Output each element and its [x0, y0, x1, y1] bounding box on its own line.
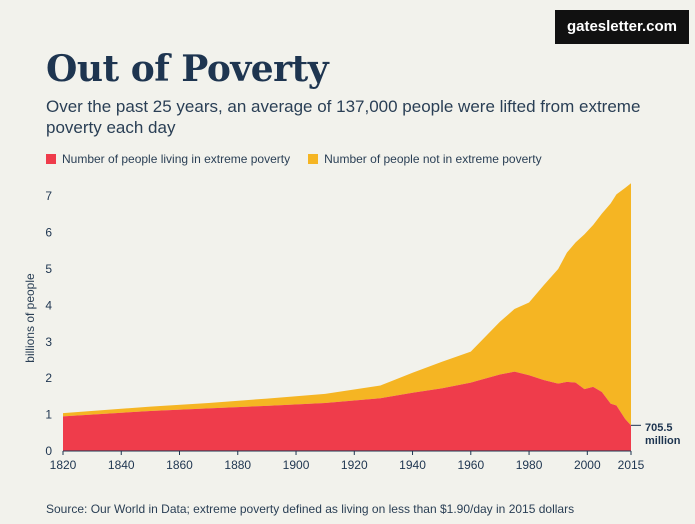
legend-swatch-poverty	[46, 154, 56, 164]
plot-area: 0 1 2 3 4 5 6 7 1820 1840 1860 1880 1900 1920 1940 1960…	[45, 183, 645, 472]
chart-legend: Number of people living in extreme pover…	[46, 152, 560, 166]
source-note: Source: Our World in Data; extreme pover…	[46, 502, 575, 516]
x-tick-label: 1960	[457, 458, 484, 472]
x-tick-label: 1840	[108, 458, 135, 472]
y-tick-label: 0	[45, 444, 52, 458]
x-tick-label: 1920	[341, 458, 368, 472]
x-tick-label: 2015	[618, 458, 645, 472]
x-tick-label: 1940	[399, 458, 426, 472]
x-tick-label: 2000	[574, 458, 601, 472]
legend-swatch-not-poverty	[308, 154, 319, 164]
area-not-in-poverty	[63, 183, 631, 426]
x-tick-label: 1820	[50, 458, 77, 472]
area-extreme-poverty	[63, 371, 631, 451]
y-tick-label: 5	[45, 262, 52, 276]
y-tick-label: 3	[45, 335, 52, 349]
site-badge[interactable]: gatesletter.com	[554, 10, 689, 44]
annotation-unit: million	[645, 435, 681, 447]
x-tick-label: 1880	[224, 458, 251, 472]
y-tick-label: 2	[45, 371, 52, 385]
legend-item-not-poverty: Number of people not in extreme poverty	[308, 152, 542, 166]
page-title: Out of Poverty	[46, 48, 329, 90]
y-tick-label: 4	[45, 298, 52, 312]
x-tick-label: 1900	[283, 458, 310, 472]
x-tick-label: 1980	[516, 458, 543, 472]
legend-label-not-poverty: Number of people not in extreme poverty	[324, 152, 542, 166]
legend-label-poverty: Number of people living in extreme pover…	[62, 152, 291, 166]
legend-item-poverty: Number of people living in extreme pover…	[46, 152, 290, 166]
x-tick-label: 1860	[166, 458, 193, 472]
y-axis-label: billions of people	[23, 273, 37, 363]
annotation-value: 705.5	[645, 422, 673, 434]
page-subtitle: Over the past 25 years, an average of 13…	[46, 97, 641, 137]
y-tick-label: 7	[45, 189, 52, 203]
y-tick-label: 1	[45, 408, 52, 422]
y-tick-label: 6	[45, 226, 52, 240]
